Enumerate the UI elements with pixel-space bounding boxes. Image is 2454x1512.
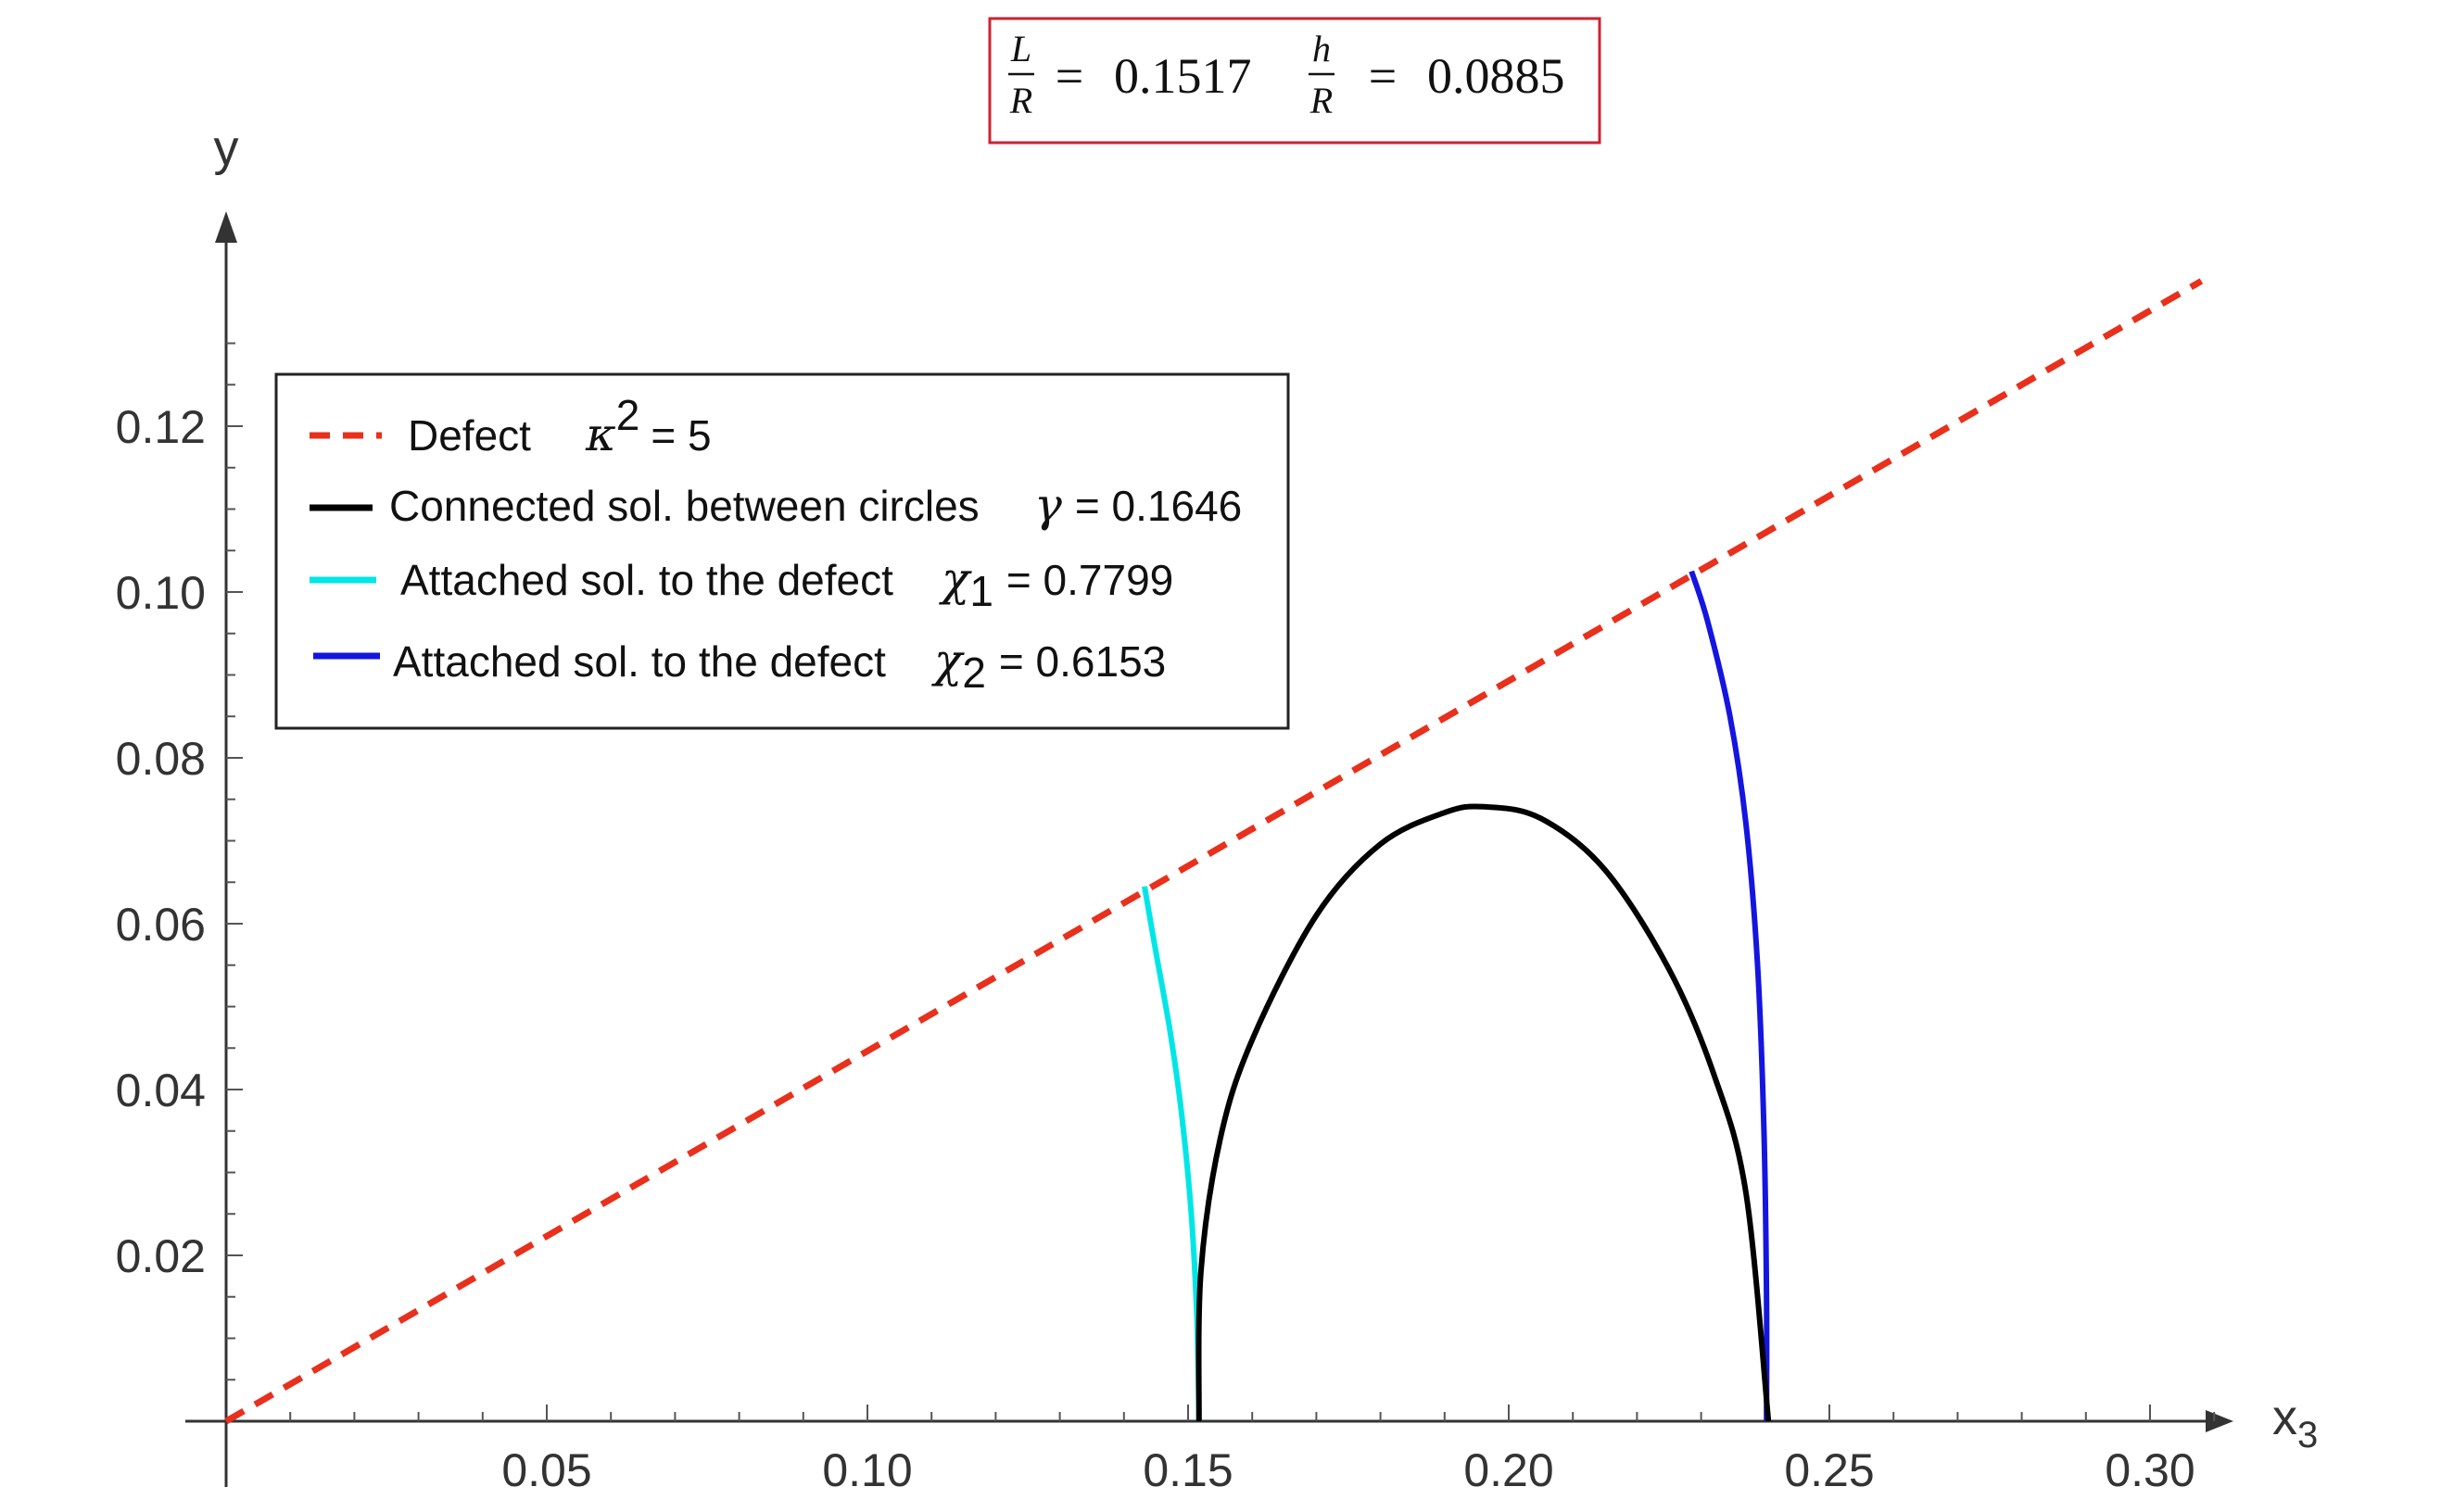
legend-param-symbol-defect: κ	[585, 408, 616, 461]
series-attached-1-curve	[1141, 886, 1202, 1422]
legend-param-symbol-attached-2: χ	[931, 634, 965, 687]
x-tick-label: 0.05	[501, 1444, 591, 1496]
axes: x3 y 0.05 0.10 0.15 0.20 0.25 0.30 0.020.040.…	[116, 120, 2319, 1496]
l-over-r-numerator: L	[1010, 28, 1031, 69]
legend-label-attached-2: Attached sol. to the defect	[393, 637, 886, 686]
x-axis-label-main: x	[2272, 1390, 2297, 1445]
legend-param-value-defect: = 5	[651, 411, 711, 460]
x-tick-label: 0.25	[1784, 1444, 1874, 1496]
legend-entry-attached-2: Attached sol. to the defect χ2 = 0.6153	[313, 634, 1166, 697]
y-axis-label: y	[214, 120, 239, 176]
parameter-box-frame	[988, 17, 1601, 145]
x-tick-label: 0.20	[1463, 1444, 1553, 1496]
legend-param-value-attached-2: = 0.6153	[999, 637, 1166, 686]
series-layer	[224, 278, 2204, 1425]
y-ticks: 0.02 0.04 0.06 0.08 0.10 0.12	[116, 342, 243, 1381]
legend-entry-connected: Connected sol. between circles γ = 0.1646	[310, 478, 1242, 532]
l-over-r-equals: =	[1056, 48, 1083, 104]
legend-param-attached-1: χ1 = 0.7799	[939, 552, 1173, 615]
series-attached-2-curve	[1689, 570, 1770, 1422]
y-axis-arrow	[215, 211, 237, 243]
y-tick-label: 0.06	[116, 899, 206, 951]
l-over-r-value: 0.1517	[1114, 48, 1252, 104]
x-axis-label: x3	[2272, 1390, 2318, 1455]
x-tick-label: 0.15	[1143, 1444, 1233, 1496]
y-tick-label: 0.04	[116, 1065, 206, 1116]
legend-param-sub-attached-1: 1	[969, 567, 993, 615]
legend-param-symbol-connected: γ	[1034, 478, 1062, 532]
legend-param-sub-attached-2: 2	[962, 649, 986, 697]
h-over-r-value: 0.0885	[1427, 48, 1565, 104]
h-over-r-equals: =	[1369, 48, 1397, 104]
h-over-r-denominator: R	[1309, 80, 1333, 121]
legend-param-connected: γ = 0.1646	[1034, 478, 1242, 532]
y-tick-label: 0.10	[116, 567, 206, 619]
x-tick-label: 0.10	[822, 1444, 912, 1496]
parameter-box: L R = 0.1517 h R = 0.0885	[988, 17, 1601, 145]
legend-frame	[274, 372, 1290, 730]
legend-entry-attached-1: Attached sol. to the defect χ1 = 0.7799	[310, 552, 1173, 615]
legend: Defect κ2 = 5 Connected sol. between circ…	[274, 372, 1290, 730]
y-tick-label: 0.02	[116, 1230, 206, 1282]
series-connected-curve	[1195, 803, 1772, 1422]
legend-entry-defect: Defect κ2 = 5	[310, 391, 712, 461]
x-ticks: 0.05 0.10 0.15 0.20 0.25 0.30	[289, 1405, 2216, 1496]
x-axis-label-subscript: 3	[2297, 1415, 2318, 1455]
legend-label-defect: Defect	[408, 411, 531, 460]
x-tick-label: 0.30	[2105, 1444, 2195, 1496]
y-tick-label: 0.08	[116, 733, 206, 785]
legend-param-sup-defect: 2	[616, 391, 640, 439]
h-over-r-numerator: h	[1312, 28, 1331, 69]
legend-label-connected: Connected sol. between circles	[389, 482, 980, 530]
legend-param-symbol-attached-1: χ	[939, 552, 972, 606]
legend-param-attached-2: χ2 = 0.6153	[931, 634, 1166, 697]
legend-param-value-attached-1: = 0.7799	[1006, 556, 1173, 604]
legend-label-attached-1: Attached sol. to the defect	[400, 556, 893, 604]
series-defect-line	[224, 278, 2204, 1425]
x-axis-arrow	[2206, 1410, 2233, 1432]
l-over-r-denominator: R	[1009, 80, 1032, 121]
legend-param-value-connected: = 0.1646	[1075, 482, 1242, 530]
legend-param-defect: κ2 = 5	[585, 391, 712, 461]
y-tick-label: 0.12	[116, 401, 206, 453]
